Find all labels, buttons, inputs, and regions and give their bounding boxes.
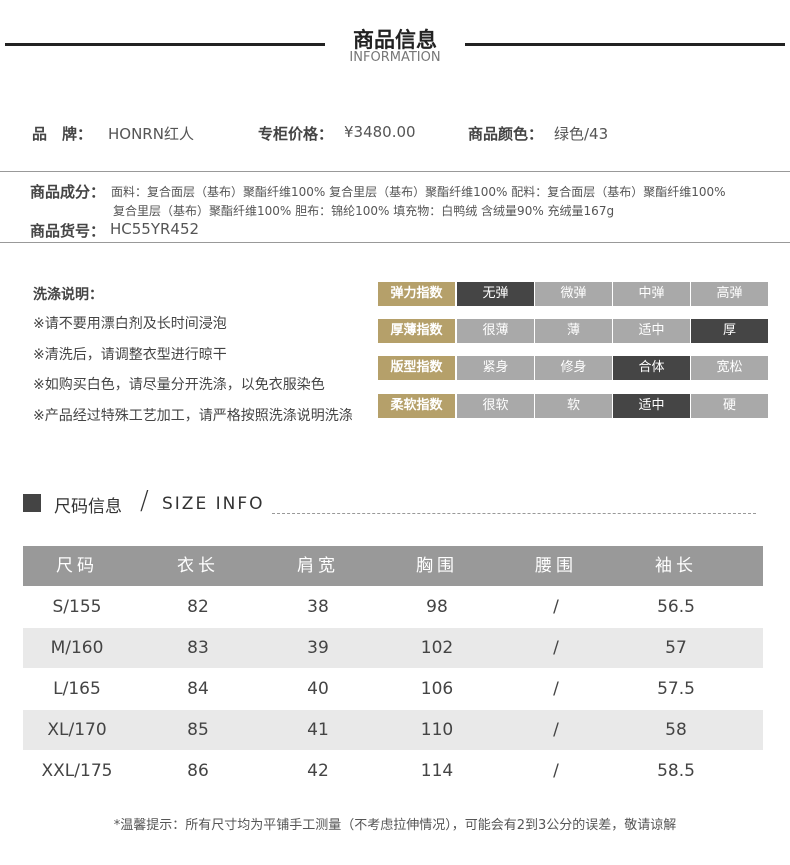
index-option: 修身: [535, 356, 612, 380]
note: *温馨提示：所有尺寸均为平铺手工测量（不考虑拉伸情况），可能会有2到3公分的误差…: [113, 818, 677, 833]
wash-item: ※请不要用漂白剂及长时间浸泡: [33, 316, 227, 332]
index-label: 柔软指数: [378, 394, 455, 418]
cell: 114: [420, 761, 454, 781]
index-option: 很薄: [457, 319, 534, 343]
cell: XXL/175: [41, 761, 113, 781]
info-label: 专柜价格：: [258, 125, 334, 143]
wash-item: ※清洗后，请调整衣型进行晾干: [33, 346, 227, 363]
dashed-rule: [272, 513, 756, 514]
index-option: 无弹: [457, 282, 534, 306]
index-option: 软: [535, 394, 612, 418]
index-option: 宽松: [691, 356, 768, 380]
cell: /: [553, 597, 559, 617]
index-option: 合体: [613, 356, 690, 380]
info-value: HC55YR452: [110, 220, 200, 238]
cell: S/155: [52, 597, 102, 617]
index-option: 微弹: [535, 282, 612, 306]
cell: 58.5: [657, 761, 695, 781]
index-option: 硬: [691, 394, 768, 418]
column-header: 肩宽: [297, 556, 339, 576]
slash: /: [140, 486, 149, 516]
column-header: 袖长: [655, 556, 697, 576]
row-band: [23, 628, 763, 668]
cell: 98: [426, 597, 448, 617]
cell: 38: [307, 597, 329, 617]
column-header: 胸围: [416, 556, 458, 576]
composition-line: 复合里层（基布）聚酯纤维100% 胆布：锦纶100% 填充物：白鸭绒 含绒量90…: [113, 204, 615, 218]
cell: 40: [307, 679, 329, 699]
cell: 58: [665, 720, 687, 740]
cell: 86: [187, 761, 209, 781]
row-band: [23, 710, 763, 750]
wash-item: ※产品经过特殊工艺加工，请严格按照洗涤说明洗涤: [33, 407, 353, 424]
wash-item: ※如购买白色，请尽量分开洗涤，以免衣服染色: [33, 377, 325, 393]
cell: 102: [420, 638, 454, 658]
column-header: 尺码: [56, 556, 98, 576]
cell: 106: [420, 679, 454, 699]
index-option: 适中: [613, 319, 690, 343]
cell: XL/170: [47, 720, 107, 740]
composition-line: 面料：复合面层（基布）聚酯纤维100% 复合里层（基布）聚酯纤维100% 配料：…: [111, 185, 726, 199]
column-header: 腰围: [535, 556, 577, 576]
info-value: HONRN红人: [108, 125, 194, 143]
cell: 57.5: [657, 679, 695, 699]
index-option: 很软: [457, 394, 534, 418]
cell: L/165: [53, 679, 101, 699]
cell: 57: [665, 638, 687, 658]
cell: 85: [187, 720, 209, 740]
cell: 42: [307, 761, 329, 781]
index-label: 厚薄指数: [378, 319, 455, 343]
info-label: 商品成分：: [30, 183, 106, 201]
table-header: [23, 546, 763, 586]
size-title-en: SIZE INFO: [162, 494, 265, 514]
cell: 83: [187, 638, 209, 658]
cell: M/160: [50, 638, 104, 658]
cell: /: [553, 679, 559, 699]
index-option: 高弹: [691, 282, 768, 306]
cell: /: [553, 720, 559, 740]
column-header: 衣长: [177, 556, 219, 576]
info-value: ¥3480.00: [344, 123, 416, 141]
cell: /: [553, 638, 559, 658]
index-option: 紧身: [457, 356, 534, 380]
cell: 84: [187, 679, 209, 699]
divider: [0, 171, 790, 172]
cell: 110: [420, 720, 454, 740]
index-option: 适中: [613, 394, 690, 418]
cell: 82: [187, 597, 209, 617]
cell: 41: [307, 720, 329, 740]
square: [23, 494, 41, 512]
info-value: 绿色/43: [554, 125, 609, 143]
index-option: 厚: [691, 319, 768, 343]
wash-title: 洗涤说明：: [33, 287, 103, 303]
index-label: 版型指数: [378, 356, 455, 380]
rule: [465, 43, 785, 46]
divider: [0, 242, 790, 243]
cell: 39: [307, 638, 329, 658]
rule: [5, 43, 325, 46]
title: 商品信息: [353, 28, 437, 52]
size-title: 尺码信息: [54, 497, 122, 517]
cell: 56.5: [657, 597, 695, 617]
index-option: 薄: [535, 319, 612, 343]
index-label: 弹力指数: [378, 282, 455, 306]
info-label: 商品货号：: [30, 222, 106, 240]
subtitle: INFORMATION: [349, 50, 441, 65]
index-option: 中弹: [613, 282, 690, 306]
info-label: 品 牌：: [32, 125, 93, 143]
info-label: 商品颜色：: [468, 125, 544, 143]
cell: /: [553, 761, 559, 781]
